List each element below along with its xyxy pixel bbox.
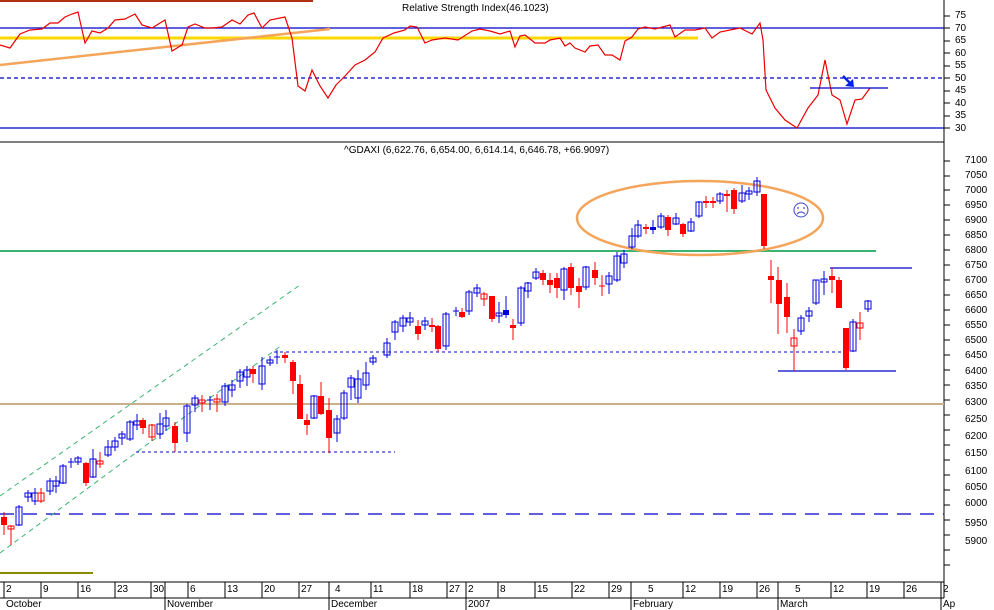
price-tick: 6150 — [965, 448, 988, 459]
rsi-title: Relative Strength Index(46.1023) — [402, 3, 549, 14]
price-panel — [0, 177, 944, 574]
rsi-tick-30: 30 — [955, 123, 967, 134]
day-tick: 19 — [722, 584, 734, 595]
day-tick: 30 — [153, 584, 165, 595]
candlesticks — [1, 177, 872, 545]
rsi-tick-45: 45 — [955, 85, 967, 96]
rsi-panel — [0, 0, 944, 129]
rsi-orange-trendline — [0, 27, 331, 67]
price-y-axis-ticks — [944, 160, 950, 566]
price-tick: 6950 — [965, 200, 988, 211]
blue-arrow-icon — [842, 75, 854, 87]
channel-upper — [0, 284, 301, 497]
price-tick: 7050 — [965, 170, 988, 181]
price-tick: 6650 — [965, 290, 988, 301]
rsi-tick-35: 35 — [955, 110, 967, 121]
day-tick: 12 — [685, 584, 697, 595]
day-tick: 2 — [468, 584, 474, 595]
day-tick: 2 — [943, 584, 949, 595]
month-label: November — [167, 599, 214, 610]
orange-ellipse — [575, 179, 825, 257]
price-tick: 6900 — [965, 215, 988, 226]
month-label: February — [633, 599, 674, 610]
price-tick: 6200 — [965, 431, 988, 442]
price-tick: 5900 — [965, 536, 988, 547]
rsi-tick-70: 70 — [955, 23, 967, 34]
month-label: 2007 — [468, 599, 491, 610]
rsi-tick-60: 60 — [955, 48, 967, 59]
day-tick: 26 — [759, 584, 771, 595]
day-tick: 11 — [373, 584, 384, 595]
price-tick: 7100 — [965, 155, 988, 166]
price-tick: 6000 — [965, 498, 988, 509]
price-tick: 6450 — [965, 350, 988, 361]
day-tick: 13 — [227, 584, 239, 595]
day-tick: 8 — [500, 584, 506, 595]
price-tick: 6050 — [965, 482, 988, 493]
day-tick: 6 — [190, 584, 196, 595]
day-tick: 2 — [6, 584, 12, 595]
day-tick: 26 — [906, 584, 918, 595]
price-tick: 6850 — [965, 230, 988, 241]
price-tick: 6100 — [965, 466, 988, 477]
price-tick: 6750 — [965, 260, 988, 271]
price-tick: 6400 — [965, 366, 988, 377]
day-tick: 29 — [611, 584, 623, 595]
month-label: December — [331, 599, 378, 610]
rsi-tick-50: 50 — [955, 73, 967, 84]
day-tick: 5 — [648, 584, 654, 595]
month-label: March — [780, 599, 808, 610]
price-tick: 7000 — [965, 185, 988, 196]
price-tick: 6500 — [965, 335, 988, 346]
day-tick: 9 — [43, 584, 49, 595]
day-tick: 20 — [264, 584, 276, 595]
price-tick: 6700 — [965, 275, 988, 286]
day-tick: 27 — [301, 584, 313, 595]
day-tick: 5 — [795, 584, 801, 595]
price-tick: 6250 — [965, 414, 988, 425]
price-tick: 6550 — [965, 320, 988, 331]
price-title: ^GDAXI (6,622.76, 6,654.00, 6,614.14, 6,… — [344, 145, 610, 156]
channel-lower — [0, 344, 283, 554]
day-tick: 15 — [537, 584, 549, 595]
day-tick: 4 — [335, 584, 341, 595]
day-tick: 27 — [449, 584, 461, 595]
rsi-y-axis — [944, 15, 950, 129]
price-tick: 6800 — [965, 245, 988, 256]
rsi-tick-75: 75 — [955, 10, 967, 21]
day-tick: 18 — [412, 584, 424, 595]
month-label: October — [6, 599, 42, 610]
day-tick: 23 — [117, 584, 129, 595]
day-tick: 19 — [869, 584, 881, 595]
price-tick: 5950 — [965, 518, 988, 529]
price-tick: 6350 — [965, 381, 988, 392]
day-tick: 12 — [833, 584, 845, 595]
sad-face-icon — [793, 202, 809, 218]
day-tick: 16 — [80, 584, 92, 595]
x-axis-grid — [0, 582, 944, 610]
day-tick: 22 — [574, 584, 586, 595]
rsi-tick-65: 65 — [955, 35, 967, 46]
rsi-tick-55: 55 — [955, 60, 967, 71]
month-label: Ap — [943, 599, 956, 610]
price-tick: 6600 — [965, 305, 988, 316]
rsi-line — [0, 11, 871, 129]
rsi-tick-40: 40 — [955, 98, 967, 109]
price-tick: 6300 — [965, 397, 988, 408]
